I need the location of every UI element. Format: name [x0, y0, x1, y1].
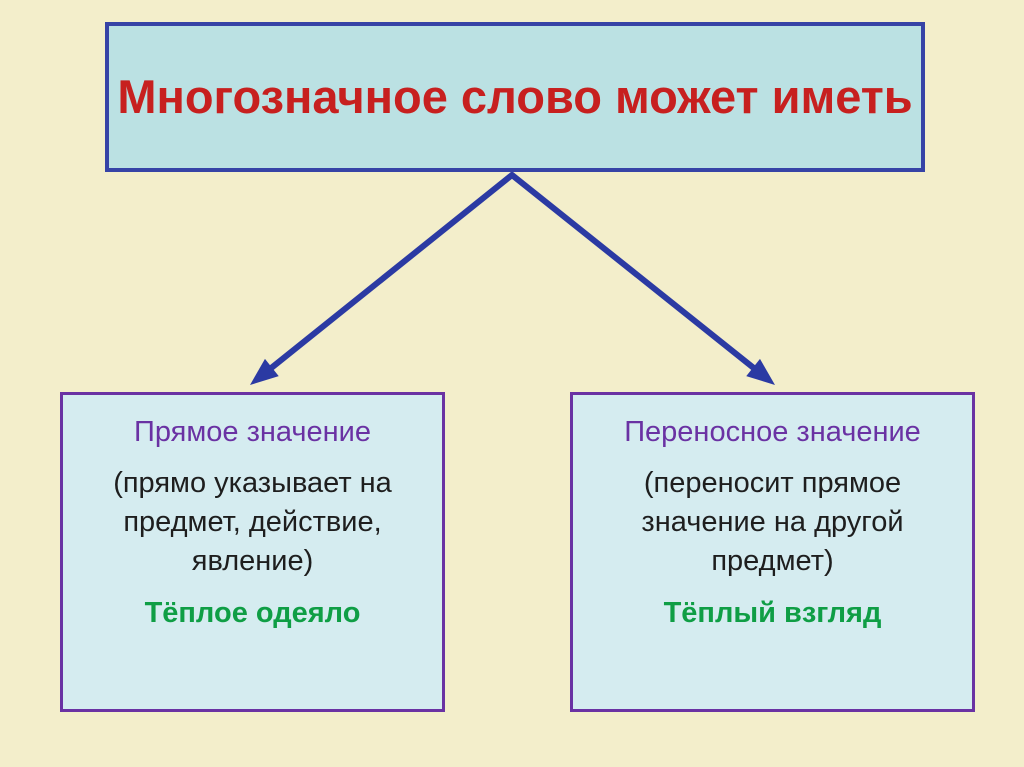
right-box-example: Тёплый взгляд	[587, 594, 958, 633]
title-text: Многозначное слово может иметь	[117, 68, 912, 127]
right-box: Переносное значение (переносит прямое зн…	[570, 392, 975, 712]
title-box: Многозначное слово может иметь	[105, 22, 925, 172]
right-box-heading: Переносное значение	[587, 413, 958, 452]
left-box: Прямое значение (прямо указывает на пред…	[60, 392, 445, 712]
right-box-body: (переносит прямое значение на другой пре…	[587, 464, 958, 581]
left-box-example: Тёплое одеяло	[77, 594, 428, 633]
left-box-body: (прямо указывает на предмет, действие, я…	[77, 464, 428, 581]
left-box-heading: Прямое значение	[77, 413, 428, 452]
